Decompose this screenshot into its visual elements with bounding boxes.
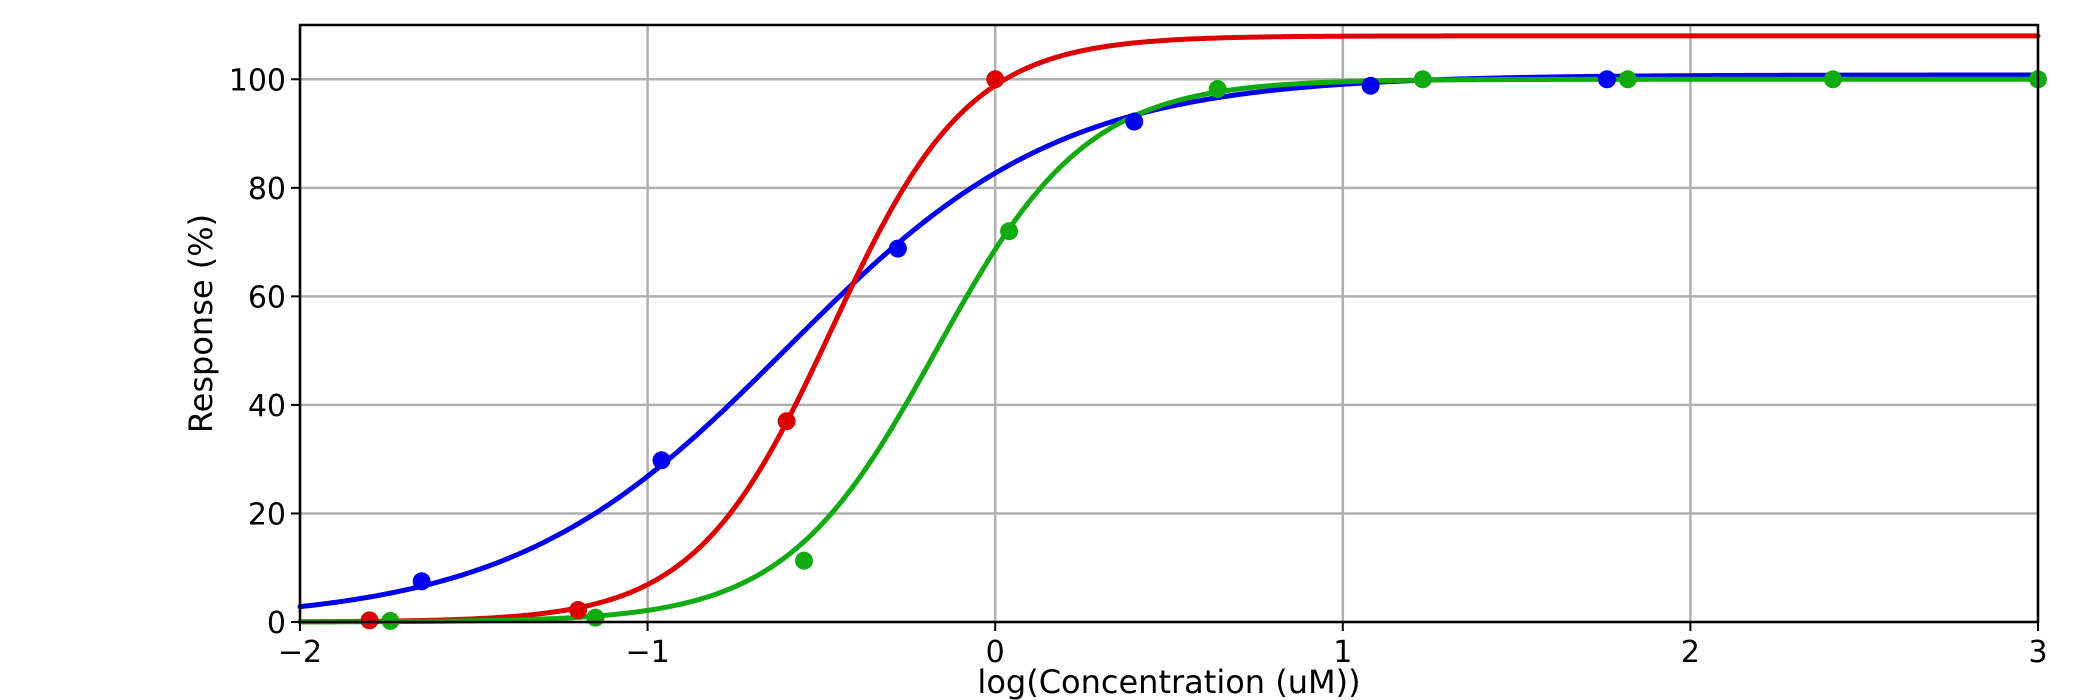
data-point-1 — [777, 412, 796, 431]
data-point-1 — [569, 601, 588, 620]
data-point-1 — [360, 611, 379, 630]
x-tick-label: 1 — [1333, 635, 1352, 670]
data-point-2 — [1823, 70, 1842, 89]
fit-curves — [297, 33, 2041, 625]
data-point-1 — [986, 70, 1005, 89]
x-tick-label: −2 — [278, 635, 322, 670]
data-point-0 — [412, 572, 431, 591]
data-point-2 — [586, 608, 605, 627]
data-point-2 — [1000, 222, 1019, 241]
data-point-2 — [795, 551, 814, 570]
fit-curve-1 — [297, 33, 2041, 625]
y-tick-label: 80 — [248, 172, 286, 207]
data-point-0 — [1361, 76, 1380, 95]
x-tick-label: 2 — [1681, 635, 1700, 670]
data-points — [360, 70, 2047, 630]
data-point-0 — [1125, 112, 1144, 131]
data-point-2 — [1618, 70, 1637, 89]
data-point-0 — [888, 239, 907, 258]
y-tick-label: 20 — [248, 497, 286, 532]
y-tick-label: 100 — [229, 63, 286, 98]
plot-frame — [298, 23, 2040, 624]
data-point-2 — [1208, 80, 1227, 99]
y-tick-label: 40 — [248, 389, 286, 424]
fit-curve-0 — [297, 72, 2041, 610]
fit-curve-2 — [297, 76, 2041, 625]
data-point-0 — [1597, 70, 1616, 89]
data-point-2 — [1413, 70, 1432, 89]
axis-ticks: −2 −1 0 1 2 3 0 20 40 60 80 100 — [229, 63, 2048, 670]
y-tick-label: 60 — [248, 280, 286, 315]
x-tick-label: 3 — [2028, 635, 2047, 670]
x-tick-label: 0 — [986, 635, 1005, 670]
y-tick-label: 0 — [267, 606, 286, 641]
x-tick-label: −1 — [625, 635, 669, 670]
data-point-0 — [652, 451, 671, 470]
x-axis-label: log(Concentration (uM)) — [977, 663, 1360, 700]
y-axis-label: Response (%) — [182, 214, 220, 433]
